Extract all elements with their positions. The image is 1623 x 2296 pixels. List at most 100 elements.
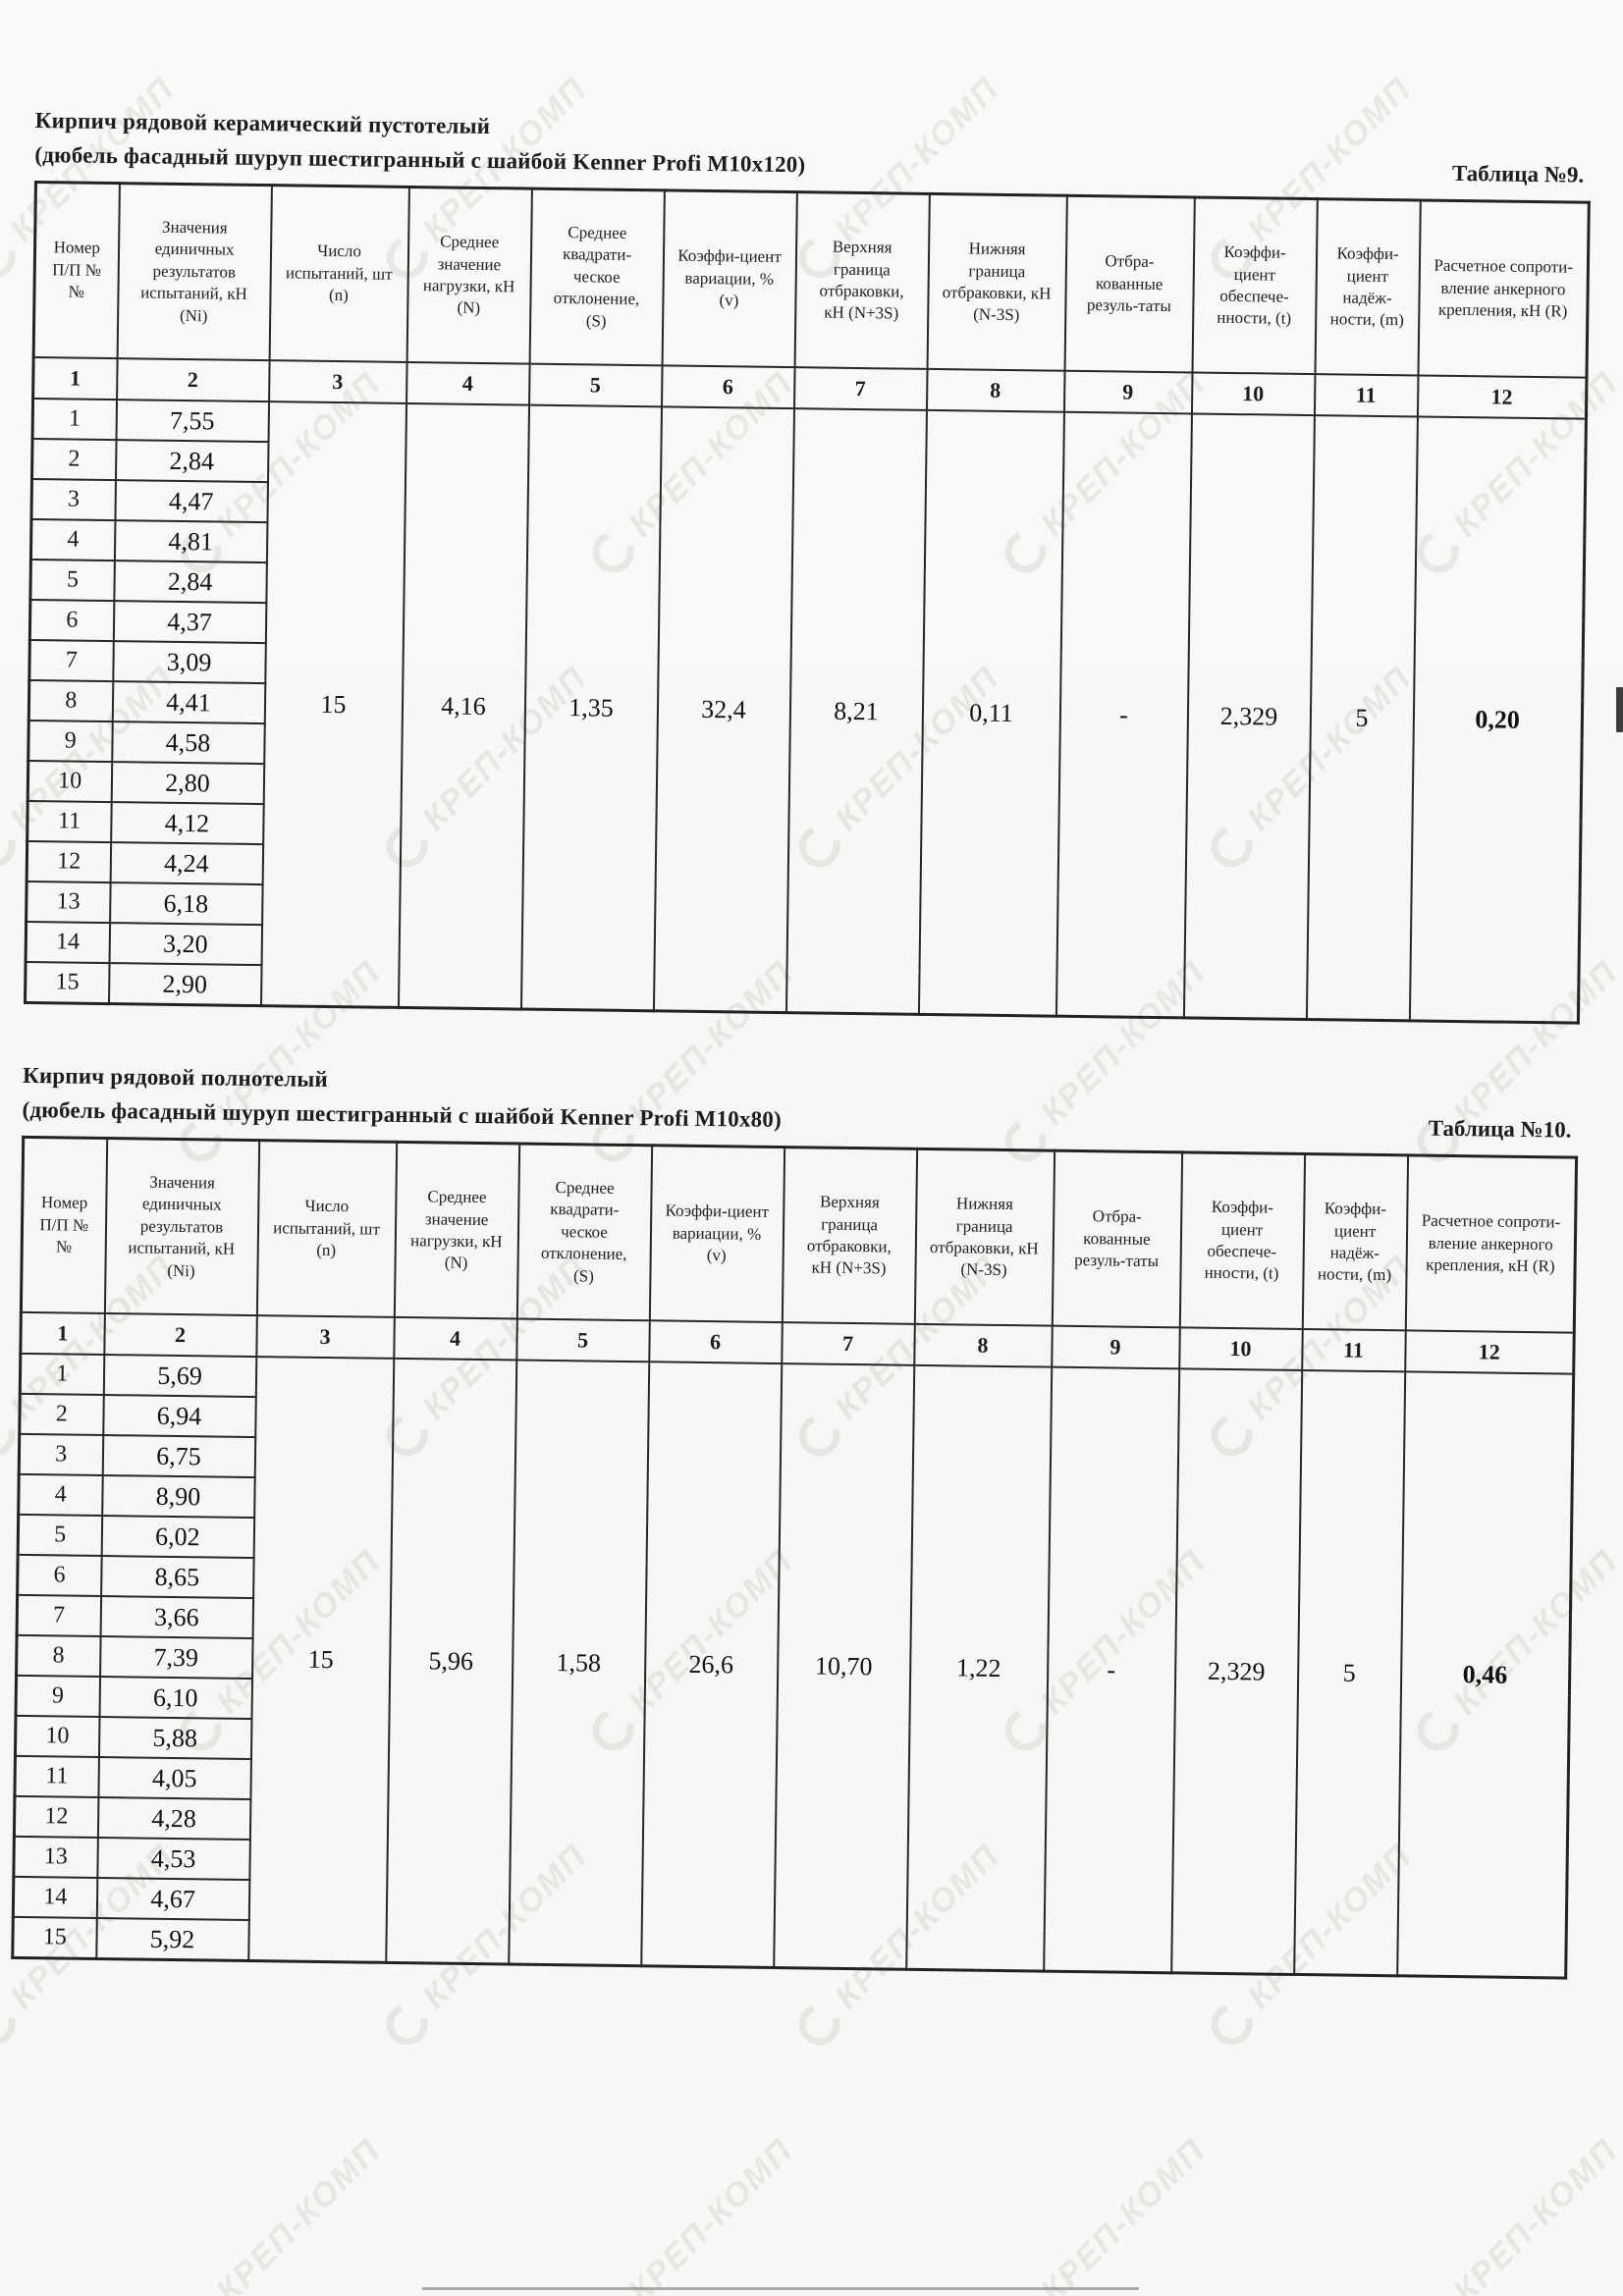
row-number-cell: 15 [12,1916,97,1959]
krep-komp-logo-icon [1616,819,1623,875]
krep-komp-logo-icon [1616,230,1623,286]
single-result-value-cell: 2,84 [115,440,269,483]
column-number-cell: 8 [913,1323,1053,1367]
single-result-value-cell: 7,55 [116,400,269,443]
krep-komp-watermark: КРЕП-КОМП [172,2130,390,2296]
column-number-cell: 9 [1051,1325,1180,1369]
krep-komp-watermark: КРЕП-КОМП [584,2130,802,2296]
column-number-cell: 5 [515,1318,650,1362]
assurance-coefficient-cell: 2,329 [1170,1368,1302,1975]
single-result-value-cell: 6,02 [101,1516,254,1559]
column-number-cell: 6 [648,1320,783,1364]
single-result-value-cell: 8,65 [100,1556,254,1599]
column-number-cell: 4 [406,361,530,405]
column-header-8: Нижняя граница отбраковки, кН (N-3S) [914,1148,1055,1326]
row-number-cell: 5 [29,559,115,602]
row-number-cell: 1 [20,1353,104,1396]
reliability-coefficient-cell: 5 [1306,415,1418,1021]
row-number-cell: 3 [30,478,116,521]
row-number-cell: 9 [16,1675,100,1717]
watermark-text: КРЕП-КОМП [208,2131,389,2296]
single-result-value-cell: 3,09 [112,641,266,684]
column-header-8: Нижняя граница отбраковки, кН (N-3S) [927,193,1067,371]
single-result-value-cell: 4,28 [97,1796,250,1841]
single-result-value-cell: 6,75 [102,1435,255,1478]
test-count-cell: 15 [247,1357,394,1963]
single-result-value-cell: 4,53 [96,1837,250,1881]
column-header-1: Номер П/П №№ [33,182,120,359]
row-number-cell: 14 [26,921,110,964]
krep-komp-watermark: КРЕП-КОМП [997,2130,1215,2296]
single-result-value-cell: 3,20 [109,923,262,966]
test-count-cell: 15 [260,401,406,1008]
single-result-value-cell: 6,18 [109,882,263,926]
column-number-cell: 12 [1404,1330,1575,1374]
row-number-cell: 7 [28,639,114,682]
column-number-cell: 1 [32,356,118,400]
single-result-value-cell: 3,66 [100,1596,253,1639]
column-number-cell: 6 [661,365,795,409]
std-deviation-cell: 1,35 [520,404,662,1011]
design-resistance-cell: 0,20 [1409,416,1587,1024]
single-result-value-cell: 4,24 [110,842,263,885]
design-resistance-cell: 0,46 [1396,1371,1574,1979]
krep-komp-watermark: КРЕП-КОМП [1615,1247,1623,1465]
column-number-cell: 10 [1178,1327,1303,1370]
column-header-4: Среднее значение нагрузки, кН (N) [394,1142,519,1319]
single-result-value-cell: 4,37 [113,601,266,644]
single-result-value-cell: 7,39 [99,1635,253,1680]
krep-komp-logo-icon [1616,1408,1623,1464]
std-deviation-cell: 1,58 [508,1360,649,1966]
watermark-text: КРЕП-КОМП [621,2131,801,2296]
reliability-coefficient-cell: 5 [1293,1369,1405,1976]
row-number-cell: 15 [25,961,110,1004]
krep-komp-logo-icon [998,2291,1054,2296]
krep-komp-logo-icon [1410,2291,1466,2296]
single-result-value-cell: 2,84 [113,561,267,604]
watermark-text: КРЕП-КОМП [1033,2131,1214,2296]
single-result-value-cell: 5,92 [95,1917,249,1961]
single-result-value-cell: 4,67 [96,1877,249,1921]
row-number-cell: 8 [16,1634,101,1677]
lower-rejection-limit-cell: 1,22 [905,1364,1052,1972]
column-number-cell: 11 [1301,1328,1406,1372]
test-results-table-10: Номер П/П №№ Значения единичных результат… [11,1135,1579,1980]
single-result-value-cell: 4,47 [114,480,268,523]
row-number-cell: 7 [17,1594,101,1636]
test-results-table-9: Номер П/П №№ Значения единичных результат… [23,180,1591,1025]
krep-komp-watermark: КРЕП-КОМП [1615,1836,1623,2054]
mean-load-cell: 5,96 [385,1358,516,1964]
column-header-3: Число испытаний, шт (n) [256,1140,397,1317]
column-header-2: Значения единичных результатов испытаний… [104,1138,259,1316]
assurance-coefficient-cell: 2,329 [1183,413,1315,1020]
column-header-2: Значения единичных результатов испытаний… [117,183,272,361]
row-number-cell: 10 [27,760,112,803]
single-result-value-cell: 2,90 [108,963,262,1006]
column-number-cell: 9 [1063,370,1193,414]
row-number-cell: 13 [13,1836,98,1878]
upper-rejection-limit-cell: 8,21 [785,408,927,1015]
column-header-7: Верхняя граница отбраковки, кН (N+3S) [782,1147,917,1324]
column-header-3: Число испытаний, шт (n) [269,185,409,362]
rejected-results-cell: - [1055,411,1192,1018]
column-header-9: Отбра-кованные резуль-таты [1052,1150,1182,1328]
krep-komp-logo-icon [173,2291,229,2296]
column-number-cell: 7 [781,1322,915,1365]
column-header-10: Коэффи-циент обеспече-нности, (t) [1192,196,1318,375]
krep-komp-logo-icon [791,1997,847,2053]
krep-komp-watermark: КРЕП-КОМП [1615,69,1623,287]
column-number-cell: 2 [116,358,270,402]
row-number-cell: 9 [27,720,113,763]
column-number-cell: 5 [528,363,663,407]
single-result-value-cell: 4,12 [110,802,264,845]
krep-komp-logo-icon [1616,1997,1623,2053]
column-header-6: Коэффи-циент вариации, % (v) [662,189,797,368]
krep-komp-logo-icon [1204,1997,1260,2053]
column-header-6: Коэффи-циент вариации, % (v) [649,1145,784,1323]
single-result-value-cell: 5,88 [98,1716,251,1760]
column-number-cell: 1 [20,1311,105,1356]
row-number-cell: 3 [19,1433,103,1476]
krep-komp-logo-icon [0,230,23,286]
column-header-1: Номер П/П №№ [21,1137,107,1314]
